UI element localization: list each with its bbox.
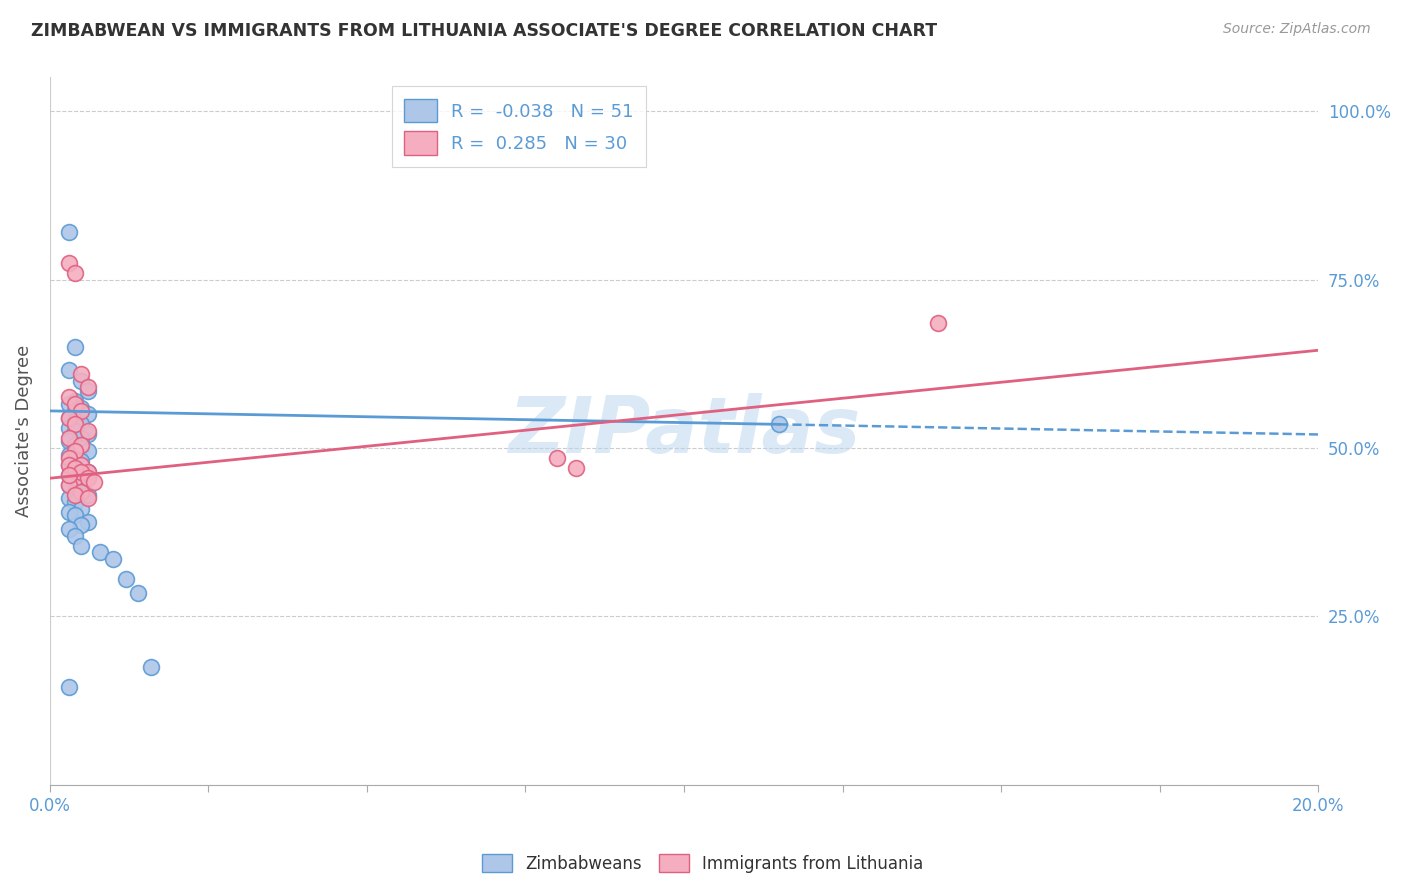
Point — [70, 465, 93, 479]
Point — [58, 478, 80, 492]
Point — [63, 393, 86, 408]
Text: Source: ZipAtlas.com: Source: ZipAtlas.com — [1223, 22, 1371, 37]
Point — [58, 680, 80, 694]
Point — [89, 545, 111, 559]
Point — [76, 515, 98, 529]
Point — [63, 495, 86, 509]
Legend: R =  -0.038   N = 51, R =  0.285   N = 30: R = -0.038 N = 51, R = 0.285 N = 30 — [392, 87, 647, 167]
Point — [63, 417, 86, 432]
Point — [63, 266, 86, 280]
Point — [58, 451, 80, 466]
Point — [58, 397, 80, 411]
Point — [70, 501, 93, 516]
Point — [58, 255, 80, 269]
Point — [63, 484, 86, 499]
Point — [63, 451, 86, 466]
Point — [58, 491, 80, 506]
Point — [58, 431, 80, 445]
Point — [76, 427, 98, 442]
Point — [70, 437, 93, 451]
Point — [58, 467, 80, 482]
Point — [58, 458, 80, 472]
Point — [63, 461, 86, 475]
Point — [70, 458, 93, 472]
Point — [70, 401, 93, 415]
Point — [76, 465, 98, 479]
Point — [58, 522, 80, 536]
Point — [63, 461, 86, 475]
Point — [63, 340, 86, 354]
Point — [70, 404, 93, 418]
Point — [63, 414, 86, 428]
Point — [76, 444, 98, 458]
Point — [70, 374, 93, 388]
Point — [70, 484, 93, 499]
Point — [58, 434, 80, 449]
Point — [76, 424, 98, 438]
Point — [76, 384, 98, 398]
Point — [58, 467, 80, 482]
Point — [76, 465, 98, 479]
Point — [70, 367, 93, 381]
Point — [76, 491, 98, 506]
Point — [63, 404, 86, 418]
Point — [70, 518, 93, 533]
Legend: Zimbabweans, Immigrants from Lithuania: Zimbabweans, Immigrants from Lithuania — [475, 847, 931, 880]
Point — [70, 441, 93, 455]
Point — [63, 488, 86, 502]
Point — [927, 316, 949, 330]
Point — [63, 475, 86, 489]
Point — [58, 458, 80, 472]
Point — [63, 471, 86, 485]
Point — [63, 444, 86, 458]
Point — [76, 488, 98, 502]
Point — [70, 431, 93, 445]
Point — [70, 454, 93, 468]
Point — [63, 437, 86, 451]
Point — [58, 226, 80, 240]
Point — [114, 572, 136, 586]
Point — [63, 424, 86, 438]
Point — [101, 552, 124, 566]
Point — [58, 448, 80, 462]
Point — [70, 481, 93, 495]
Point — [58, 410, 80, 425]
Point — [768, 417, 790, 432]
Point — [76, 471, 98, 485]
Point — [70, 539, 93, 553]
Point — [63, 508, 86, 523]
Point — [58, 421, 80, 435]
Point — [546, 451, 568, 466]
Point — [70, 471, 93, 485]
Point — [58, 391, 80, 405]
Point — [76, 380, 98, 394]
Point — [565, 461, 588, 475]
Y-axis label: Associate's Degree: Associate's Degree — [15, 345, 32, 517]
Point — [127, 586, 149, 600]
Point — [58, 505, 80, 519]
Point — [58, 478, 80, 492]
Point — [70, 417, 93, 432]
Point — [83, 475, 105, 489]
Text: ZIPatlas: ZIPatlas — [508, 393, 860, 469]
Point — [63, 397, 86, 411]
Point — [76, 407, 98, 421]
Text: ZIMBABWEAN VS IMMIGRANTS FROM LITHUANIA ASSOCIATE'S DEGREE CORRELATION CHART: ZIMBABWEAN VS IMMIGRANTS FROM LITHUANIA … — [31, 22, 936, 40]
Point — [58, 363, 80, 377]
Point — [141, 660, 163, 674]
Point — [58, 410, 80, 425]
Point — [63, 528, 86, 542]
